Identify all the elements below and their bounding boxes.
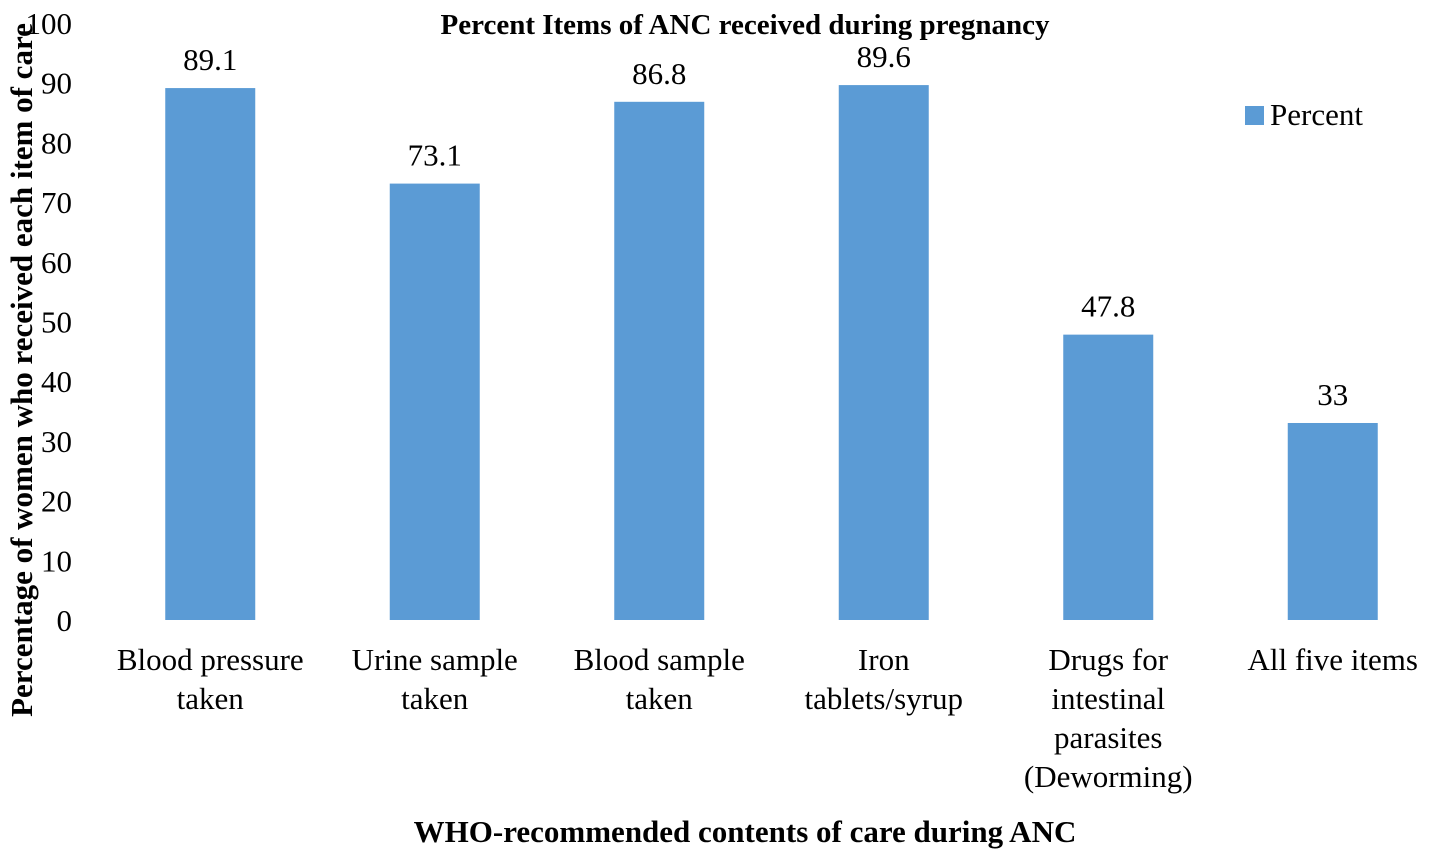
data-label: 89.6	[857, 39, 911, 74]
bar	[838, 85, 929, 620]
legend-label-percent: Percent	[1270, 97, 1363, 132]
bar	[389, 183, 480, 620]
y-tick-label: 0	[57, 603, 73, 638]
x-tick-label: Blood pressure taken	[117, 642, 304, 716]
y-tick-label: 80	[41, 125, 72, 160]
data-label: 33	[1317, 377, 1348, 412]
y-tick-label: 100	[26, 6, 73, 41]
y-tick-label: 60	[41, 245, 72, 280]
data-label: 47.8	[1081, 289, 1135, 324]
bar	[1063, 334, 1154, 620]
x-tick-label: Iron tablets/syrup	[805, 642, 963, 716]
bar-series: 89.1 73.1 86.8 89.6 47.8 33	[165, 39, 1378, 620]
y-tick-label: 70	[41, 185, 72, 220]
y-axis-title: Percentage of women who received each it…	[4, 23, 39, 717]
y-tick-label: 30	[41, 424, 72, 459]
x-tick-label: Urine sample taken	[352, 642, 518, 716]
y-axis: 0 10 20 30 40 50 60 70 80 90 100	[26, 6, 73, 638]
chart-title: Percent Items of ANC received during pre…	[441, 9, 1050, 41]
y-tick-label: 10	[41, 543, 72, 578]
x-axis: Blood pressure taken Urine sample taken Bloo…	[117, 642, 1418, 794]
y-tick-label: 20	[41, 484, 72, 519]
legend-swatch-percent	[1245, 106, 1264, 125]
data-label: 73.1	[408, 138, 462, 173]
data-label: 86.8	[632, 56, 686, 91]
legend: Percent	[1245, 97, 1363, 132]
x-tick-label: All five items	[1248, 642, 1418, 677]
bar	[165, 88, 256, 620]
x-axis-title: WHO-recommended contents of care during …	[414, 814, 1077, 849]
bar	[614, 101, 705, 620]
data-label: 89.1	[183, 42, 237, 77]
x-tick-label: Drugs for intestinal parasites (Deworming)	[1024, 642, 1193, 794]
y-tick-label: 40	[41, 364, 72, 399]
x-tick-label: Blood sample taken	[574, 642, 745, 716]
y-tick-label: 50	[41, 305, 72, 340]
bar	[1287, 422, 1378, 620]
y-tick-label: 90	[41, 66, 72, 101]
